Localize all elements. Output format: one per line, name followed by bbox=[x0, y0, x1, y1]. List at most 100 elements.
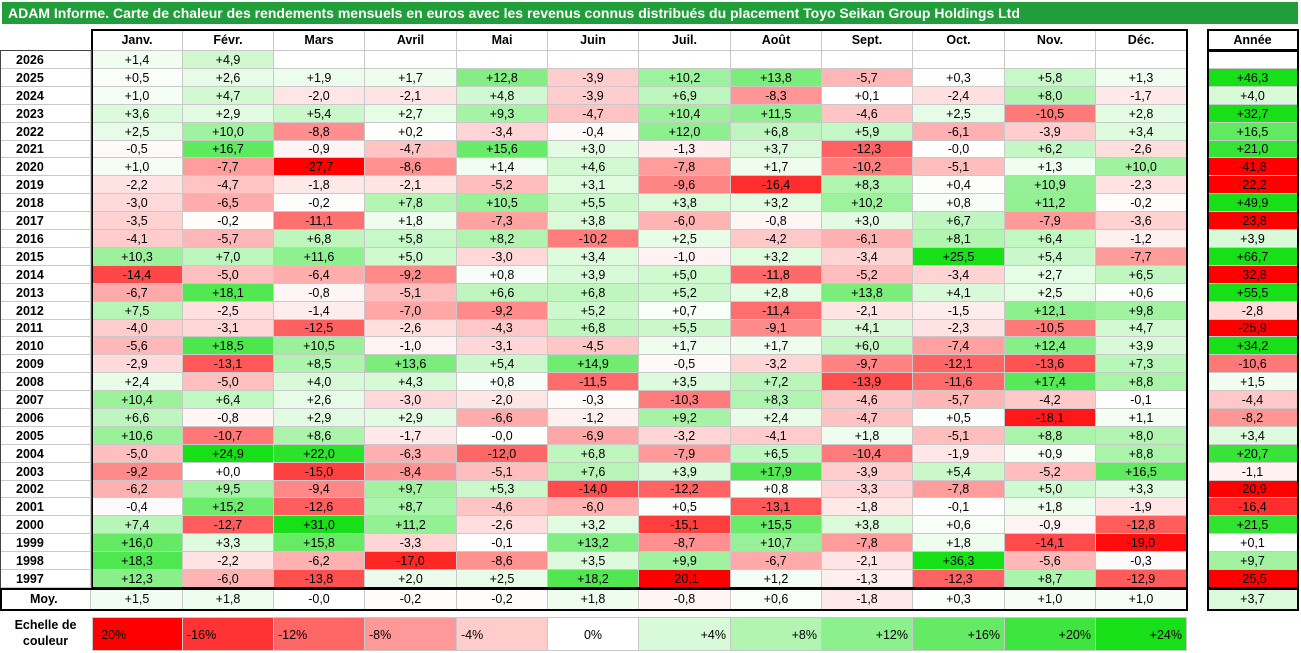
color-scale-step: +24% bbox=[1096, 617, 1187, 651]
heatmap-cell: +5,2 bbox=[639, 284, 731, 302]
heatmap-cell: -4,7 bbox=[822, 409, 913, 427]
heatmap-cell: +2,9 bbox=[365, 409, 457, 427]
annual-cell: -16,4 bbox=[1208, 498, 1298, 516]
heatmap-cell: -7,3 bbox=[457, 212, 548, 230]
average-cell: +1,5 bbox=[92, 589, 183, 610]
heatmap-cell: -5,7 bbox=[913, 391, 1005, 409]
heatmap-cell: +0,5 bbox=[639, 498, 731, 516]
annual-cell: +4,0 bbox=[1208, 87, 1298, 105]
heatmap-cell: -13,1 bbox=[731, 498, 822, 516]
heatmap-cell: -0,9 bbox=[274, 141, 365, 158]
heatmap-cell: +0,4 bbox=[913, 176, 1005, 194]
heatmap-cell: -11,1 bbox=[274, 212, 365, 230]
heatmap-cell: -3,4 bbox=[822, 248, 913, 266]
year-label: 2023 bbox=[0, 105, 91, 123]
heatmap-cell: -3,1 bbox=[457, 337, 548, 355]
annual-cell: -2,8 bbox=[1208, 302, 1298, 320]
heatmap-cell: -6,2 bbox=[92, 481, 183, 498]
heatmap-cell: +0,8 bbox=[457, 373, 548, 391]
heatmap-cell: -2,3 bbox=[1096, 176, 1187, 194]
annual-cell: +21,0 bbox=[1208, 141, 1298, 158]
heatmap-cell: -14,4 bbox=[92, 266, 183, 284]
heatmap-cell: +1,7 bbox=[639, 337, 731, 355]
color-scale-step: -8% bbox=[365, 617, 457, 651]
heatmap-cell: -3,2 bbox=[639, 427, 731, 445]
heatmap-cell: +7,6 bbox=[548, 463, 639, 481]
heatmap-cell: -0,8 bbox=[731, 212, 822, 230]
annual-cell: +3,9 bbox=[1208, 230, 1298, 248]
annual-cell: +66,7 bbox=[1208, 248, 1298, 266]
heatmap-cell: -10,5 bbox=[1005, 320, 1096, 337]
heatmap-cell: +2,9 bbox=[183, 105, 274, 123]
heatmap-cell: -9,1 bbox=[731, 320, 822, 337]
heatmap-cell: -14,0 bbox=[548, 481, 639, 498]
heatmap-cell: +1,0 bbox=[92, 87, 183, 105]
year-label: 2004 bbox=[0, 445, 91, 463]
heatmap-cell: +13,8 bbox=[822, 284, 913, 302]
heatmap-cell: -5,2 bbox=[822, 266, 913, 284]
heatmap-cell: -6,0 bbox=[548, 498, 639, 516]
heatmap-cell: -0,5 bbox=[92, 141, 183, 158]
heatmap-cell: +5,5 bbox=[639, 320, 731, 337]
heatmap-cell: +8,2 bbox=[457, 230, 548, 248]
heatmap-cell: +10,0 bbox=[183, 123, 274, 141]
heatmap-cell: -3,9 bbox=[548, 87, 639, 105]
heatmap-cell: +15,5 bbox=[731, 516, 822, 534]
heatmap-cell: -0,2 bbox=[183, 212, 274, 230]
average-cell: +1,0 bbox=[1096, 589, 1187, 610]
heatmap-cell: -12,8 bbox=[1096, 516, 1187, 534]
heatmap-cell: -3,3 bbox=[822, 481, 913, 498]
annual-cell bbox=[1208, 51, 1298, 69]
heatmap-cell: +0,3 bbox=[913, 69, 1005, 87]
heatmap-cell: -4,7 bbox=[183, 176, 274, 194]
heatmap-cell: -5,1 bbox=[913, 427, 1005, 445]
heatmap-cell: +1,0 bbox=[92, 158, 183, 176]
heatmap-cell: +2,5 bbox=[913, 105, 1005, 123]
heatmap-cell bbox=[1005, 51, 1096, 69]
heatmap-cell: +6,8 bbox=[548, 320, 639, 337]
heatmap-cell: +5,5 bbox=[548, 194, 639, 212]
heatmap-cell: +18,5 bbox=[183, 337, 274, 355]
heatmap-cell: +1,3 bbox=[1005, 158, 1096, 176]
heatmap-cell: -14,1 bbox=[1005, 534, 1096, 552]
heatmap-cell: -7,9 bbox=[639, 445, 731, 463]
heatmap-cell: -8,3 bbox=[731, 87, 822, 105]
heatmap-cell: +12,3 bbox=[92, 570, 183, 588]
heatmap-cell: -12,1 bbox=[913, 355, 1005, 373]
heatmap-cell: +8,7 bbox=[1005, 570, 1096, 588]
heatmap-cell: -13,1 bbox=[183, 355, 274, 373]
annual-cell: +9,7 bbox=[1208, 552, 1298, 570]
annual-cell: +32,7 bbox=[1208, 105, 1298, 123]
annual-cell: -22,2 bbox=[1208, 176, 1298, 194]
heatmap-cell: -2,4 bbox=[913, 87, 1005, 105]
heatmap-cell: +2,6 bbox=[274, 391, 365, 409]
heatmap-cell: +11,2 bbox=[1005, 194, 1096, 212]
heatmap-cell: +17,4 bbox=[1005, 373, 1096, 391]
heatmap-cell: +1,9 bbox=[274, 69, 365, 87]
heatmap-cell: -4,0 bbox=[92, 320, 183, 337]
heatmap-cell: +10,7 bbox=[731, 534, 822, 552]
heatmap-cell: +6,8 bbox=[274, 230, 365, 248]
heatmap-cell: +8,3 bbox=[731, 391, 822, 409]
heatmap-cell: +3,9 bbox=[639, 463, 731, 481]
heatmap-cell: -20,1 bbox=[639, 570, 731, 588]
heatmap-cell: +12,0 bbox=[639, 123, 731, 141]
heatmap-cell: -12,5 bbox=[274, 320, 365, 337]
heatmap-cell: +11,5 bbox=[731, 105, 822, 123]
heatmap-cell: -4,2 bbox=[1005, 391, 1096, 409]
heatmap-cell: +8,1 bbox=[913, 230, 1005, 248]
heatmap-cell: +6,0 bbox=[822, 337, 913, 355]
heatmap-cell: -2,2 bbox=[92, 176, 183, 194]
year-label: 2009 bbox=[0, 355, 91, 373]
annual-cell: -25,9 bbox=[1208, 320, 1298, 337]
heatmap-cell: +9,3 bbox=[457, 105, 548, 123]
heatmap-cell bbox=[365, 51, 457, 69]
heatmap-cell: +6,8 bbox=[548, 284, 639, 302]
annual-cell: -25,5 bbox=[1208, 570, 1298, 588]
heatmap-cell: -2,6 bbox=[457, 516, 548, 534]
heatmap-cell: +3,2 bbox=[731, 248, 822, 266]
heatmap-cell: +2,7 bbox=[1005, 266, 1096, 284]
heatmap-cell: +6,7 bbox=[913, 212, 1005, 230]
heatmap-cell: +2,4 bbox=[731, 409, 822, 427]
